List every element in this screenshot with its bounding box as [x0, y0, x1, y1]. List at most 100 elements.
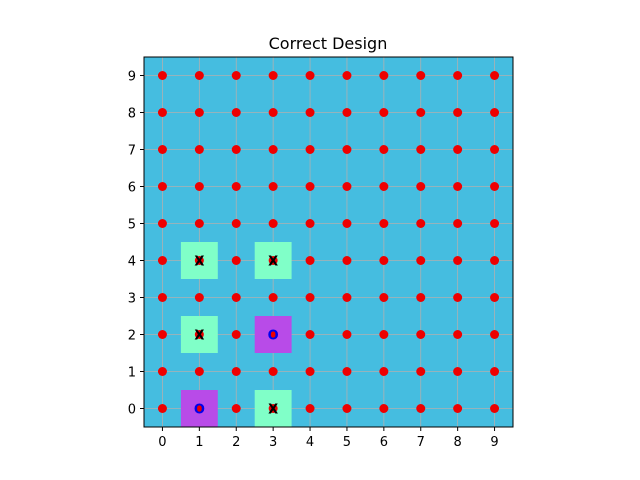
data-point [342, 404, 352, 413]
data-point [342, 108, 352, 117]
data-point [342, 367, 352, 376]
data-point [231, 71, 241, 80]
data-point [305, 330, 315, 339]
data-point [194, 219, 204, 228]
y-tick-label: 0 [128, 403, 136, 418]
x-tick-label: 1 [195, 435, 203, 450]
cell-label: X [268, 403, 278, 418]
data-point [194, 108, 204, 117]
data-point [305, 293, 315, 302]
data-point [268, 182, 278, 191]
data-point [157, 293, 167, 302]
data-point [490, 145, 500, 154]
data-point [453, 293, 463, 302]
data-point [231, 219, 241, 228]
x-tick-label: 3 [269, 435, 277, 450]
data-point [416, 108, 426, 117]
data-point [305, 145, 315, 154]
y-tick-label: 1 [128, 366, 136, 381]
y-tick-label: 4 [128, 255, 136, 270]
data-point [194, 293, 204, 302]
data-point [490, 330, 500, 339]
data-point [342, 219, 352, 228]
data-point [379, 219, 389, 228]
data-point [268, 219, 278, 228]
data-point [268, 71, 278, 80]
cell-label: X [194, 329, 204, 344]
data-point [379, 367, 389, 376]
data-point [453, 108, 463, 117]
x-tick-label: 0 [158, 435, 166, 450]
data-point [194, 256, 204, 265]
data-point [490, 293, 500, 302]
axes-frame [143, 56, 514, 428]
data-point [194, 182, 204, 191]
y-tick-label: 7 [128, 144, 136, 159]
data-point [157, 219, 167, 228]
data-point [231, 404, 241, 413]
data-point [490, 404, 500, 413]
data-point [379, 293, 389, 302]
data-point [268, 256, 278, 265]
data-point [305, 367, 315, 376]
data-point [157, 71, 167, 80]
data-point [453, 219, 463, 228]
cell-label: X [268, 255, 278, 270]
y-tick-label: 5 [128, 218, 136, 233]
x-tick-label: 8 [454, 435, 462, 450]
data-point [416, 219, 426, 228]
data-point [453, 330, 463, 339]
data-point [379, 145, 389, 154]
y-tick-label: 6 [128, 181, 136, 196]
data-point [194, 404, 204, 413]
data-point [231, 367, 241, 376]
data-point [379, 71, 389, 80]
x-tick-label: 5 [343, 435, 351, 450]
data-point [268, 293, 278, 302]
x-tick-label: 2 [232, 435, 240, 450]
y-tick-label: 2 [128, 329, 136, 344]
data-point [416, 182, 426, 191]
x-tick-label: 6 [380, 435, 388, 450]
data-point [157, 404, 167, 413]
data-point [490, 256, 500, 265]
data-point [194, 330, 204, 339]
data-point [342, 145, 352, 154]
data-point [231, 256, 241, 265]
x-tick-label: 4 [306, 435, 314, 450]
data-point [157, 367, 167, 376]
data-point [453, 71, 463, 80]
data-point [342, 71, 352, 80]
cell-label: X [194, 255, 204, 270]
data-point [305, 108, 315, 117]
data-point [305, 182, 315, 191]
data-point [490, 182, 500, 191]
data-point [416, 367, 426, 376]
data-point [268, 404, 278, 413]
y-tick-label: 9 [128, 70, 136, 85]
data-point [157, 182, 167, 191]
data-point [157, 256, 167, 265]
data-point [416, 145, 426, 154]
data-point [268, 330, 278, 339]
data-point [305, 219, 315, 228]
chart-title: Correct Design [269, 34, 388, 53]
data-point [194, 367, 204, 376]
data-point [453, 182, 463, 191]
data-point [453, 367, 463, 376]
data-point [157, 145, 167, 154]
data-point [379, 404, 389, 413]
data-point [231, 330, 241, 339]
x-tick-label: 9 [490, 435, 498, 450]
data-point [342, 256, 352, 265]
cell-label: O [194, 403, 205, 418]
data-point [231, 293, 241, 302]
data-point [490, 367, 500, 376]
data-point [268, 145, 278, 154]
data-point [416, 293, 426, 302]
data-point [453, 256, 463, 265]
data-point [231, 145, 241, 154]
data-point [379, 330, 389, 339]
data-point [490, 108, 500, 117]
